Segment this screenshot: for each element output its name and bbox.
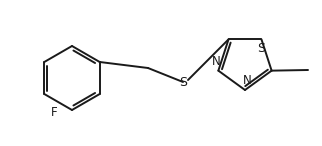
Text: N: N (242, 74, 251, 87)
Text: N: N (212, 55, 221, 68)
Text: F: F (52, 106, 58, 119)
Text: S: S (179, 75, 187, 88)
Text: S: S (258, 42, 265, 55)
